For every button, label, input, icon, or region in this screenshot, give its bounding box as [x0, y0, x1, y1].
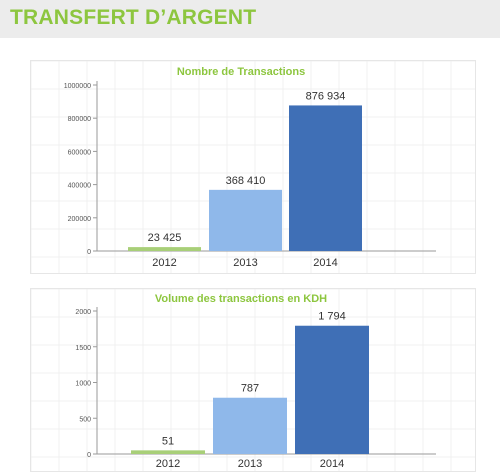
value-label-2012: 23 425 [148, 232, 182, 244]
bar-2014 [295, 325, 369, 454]
y-tick-label: 0 [87, 452, 91, 459]
category-label-2014: 2014 [320, 458, 344, 470]
bar-2012 [128, 247, 201, 251]
value-label-2013: 787 [241, 383, 259, 395]
category-label-2013: 2013 [233, 257, 257, 269]
category-label-2013: 2013 [238, 458, 262, 470]
y-tick-label: 1000 [75, 381, 91, 388]
page-header: TRANSFERT D’ARGENT [0, 0, 500, 38]
value-label-2012: 51 [162, 435, 174, 447]
category-label-2014: 2014 [313, 257, 337, 269]
y-tick-label: 1500 [75, 345, 91, 352]
chart-transactions-count-svg: Nombre de Transactions 0 200000 400000 60000… [31, 61, 475, 273]
y-tick-label: 800000 [68, 116, 91, 123]
y-tick-label: 0 [87, 249, 91, 256]
y-tick-label: 200000 [68, 216, 91, 223]
chart-transactions-volume-svg: Volume des transactions en KDH 0 500 1000 15… [31, 289, 475, 471]
value-label-2014: 1 794 [318, 311, 346, 323]
y-tick-label: 500 [79, 416, 91, 423]
chart-title: Volume des transactions en KDH [155, 293, 327, 305]
bar-2013 [213, 397, 287, 454]
value-label-2013: 368 410 [226, 175, 266, 187]
bar-2012 [131, 450, 205, 454]
bar-2013 [209, 189, 282, 251]
y-tick-label: 1000000 [64, 83, 91, 90]
y-tick-label: 600000 [68, 149, 91, 156]
page-title: TRANSFERT D’ARGENT [10, 6, 257, 29]
bar-2014 [289, 105, 362, 251]
chart-grid [31, 61, 475, 273]
value-label-2014: 876 934 [306, 90, 346, 102]
category-label-2012: 2012 [156, 458, 180, 470]
chart-transactions-volume: Volume des transactions en KDH 0 500 1000 15… [30, 288, 476, 472]
y-tick-label: 400000 [68, 183, 91, 190]
y-tick-label: 2000 [75, 309, 91, 316]
chart-title: Nombre de Transactions [177, 66, 305, 78]
chart-transactions-count: Nombre de Transactions 0 200000 400000 60000… [30, 60, 476, 274]
category-label-2012: 2012 [152, 257, 176, 269]
